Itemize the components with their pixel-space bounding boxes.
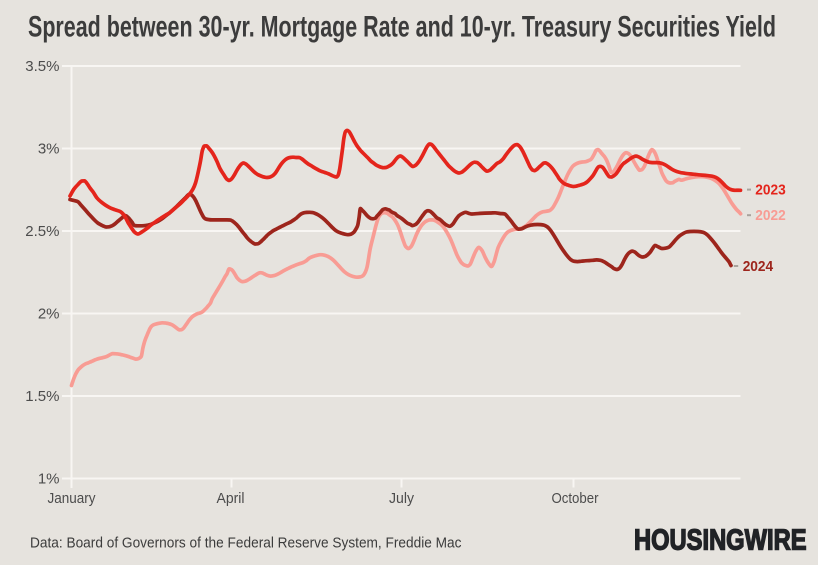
svg-text:July: July <box>389 490 414 507</box>
svg-text:October: October <box>552 490 599 507</box>
svg-text:2.5%: 2.5% <box>25 223 59 240</box>
svg-text:Data: Board of Governors of th: Data: Board of Governors of the Federal … <box>30 535 462 552</box>
svg-text:Spread between 30-yr. Mortgage: Spread between 30-yr. Mortgage Rate and … <box>28 11 776 44</box>
svg-text:April: April <box>217 490 245 507</box>
svg-text:1.5%: 1.5% <box>25 388 59 405</box>
svg-text:2%: 2% <box>38 306 60 323</box>
svg-text:January: January <box>48 490 96 507</box>
svg-text:HOUSINGWIRE: HOUSINGWIRE <box>634 525 807 557</box>
svg-text:2024: 2024 <box>743 259 774 275</box>
svg-text:3%: 3% <box>38 141 60 158</box>
svg-text:3.5%: 3.5% <box>25 58 59 75</box>
svg-text:2022: 2022 <box>755 208 786 224</box>
svg-text:2023: 2023 <box>755 182 786 198</box>
svg-text:1%: 1% <box>38 471 60 488</box>
